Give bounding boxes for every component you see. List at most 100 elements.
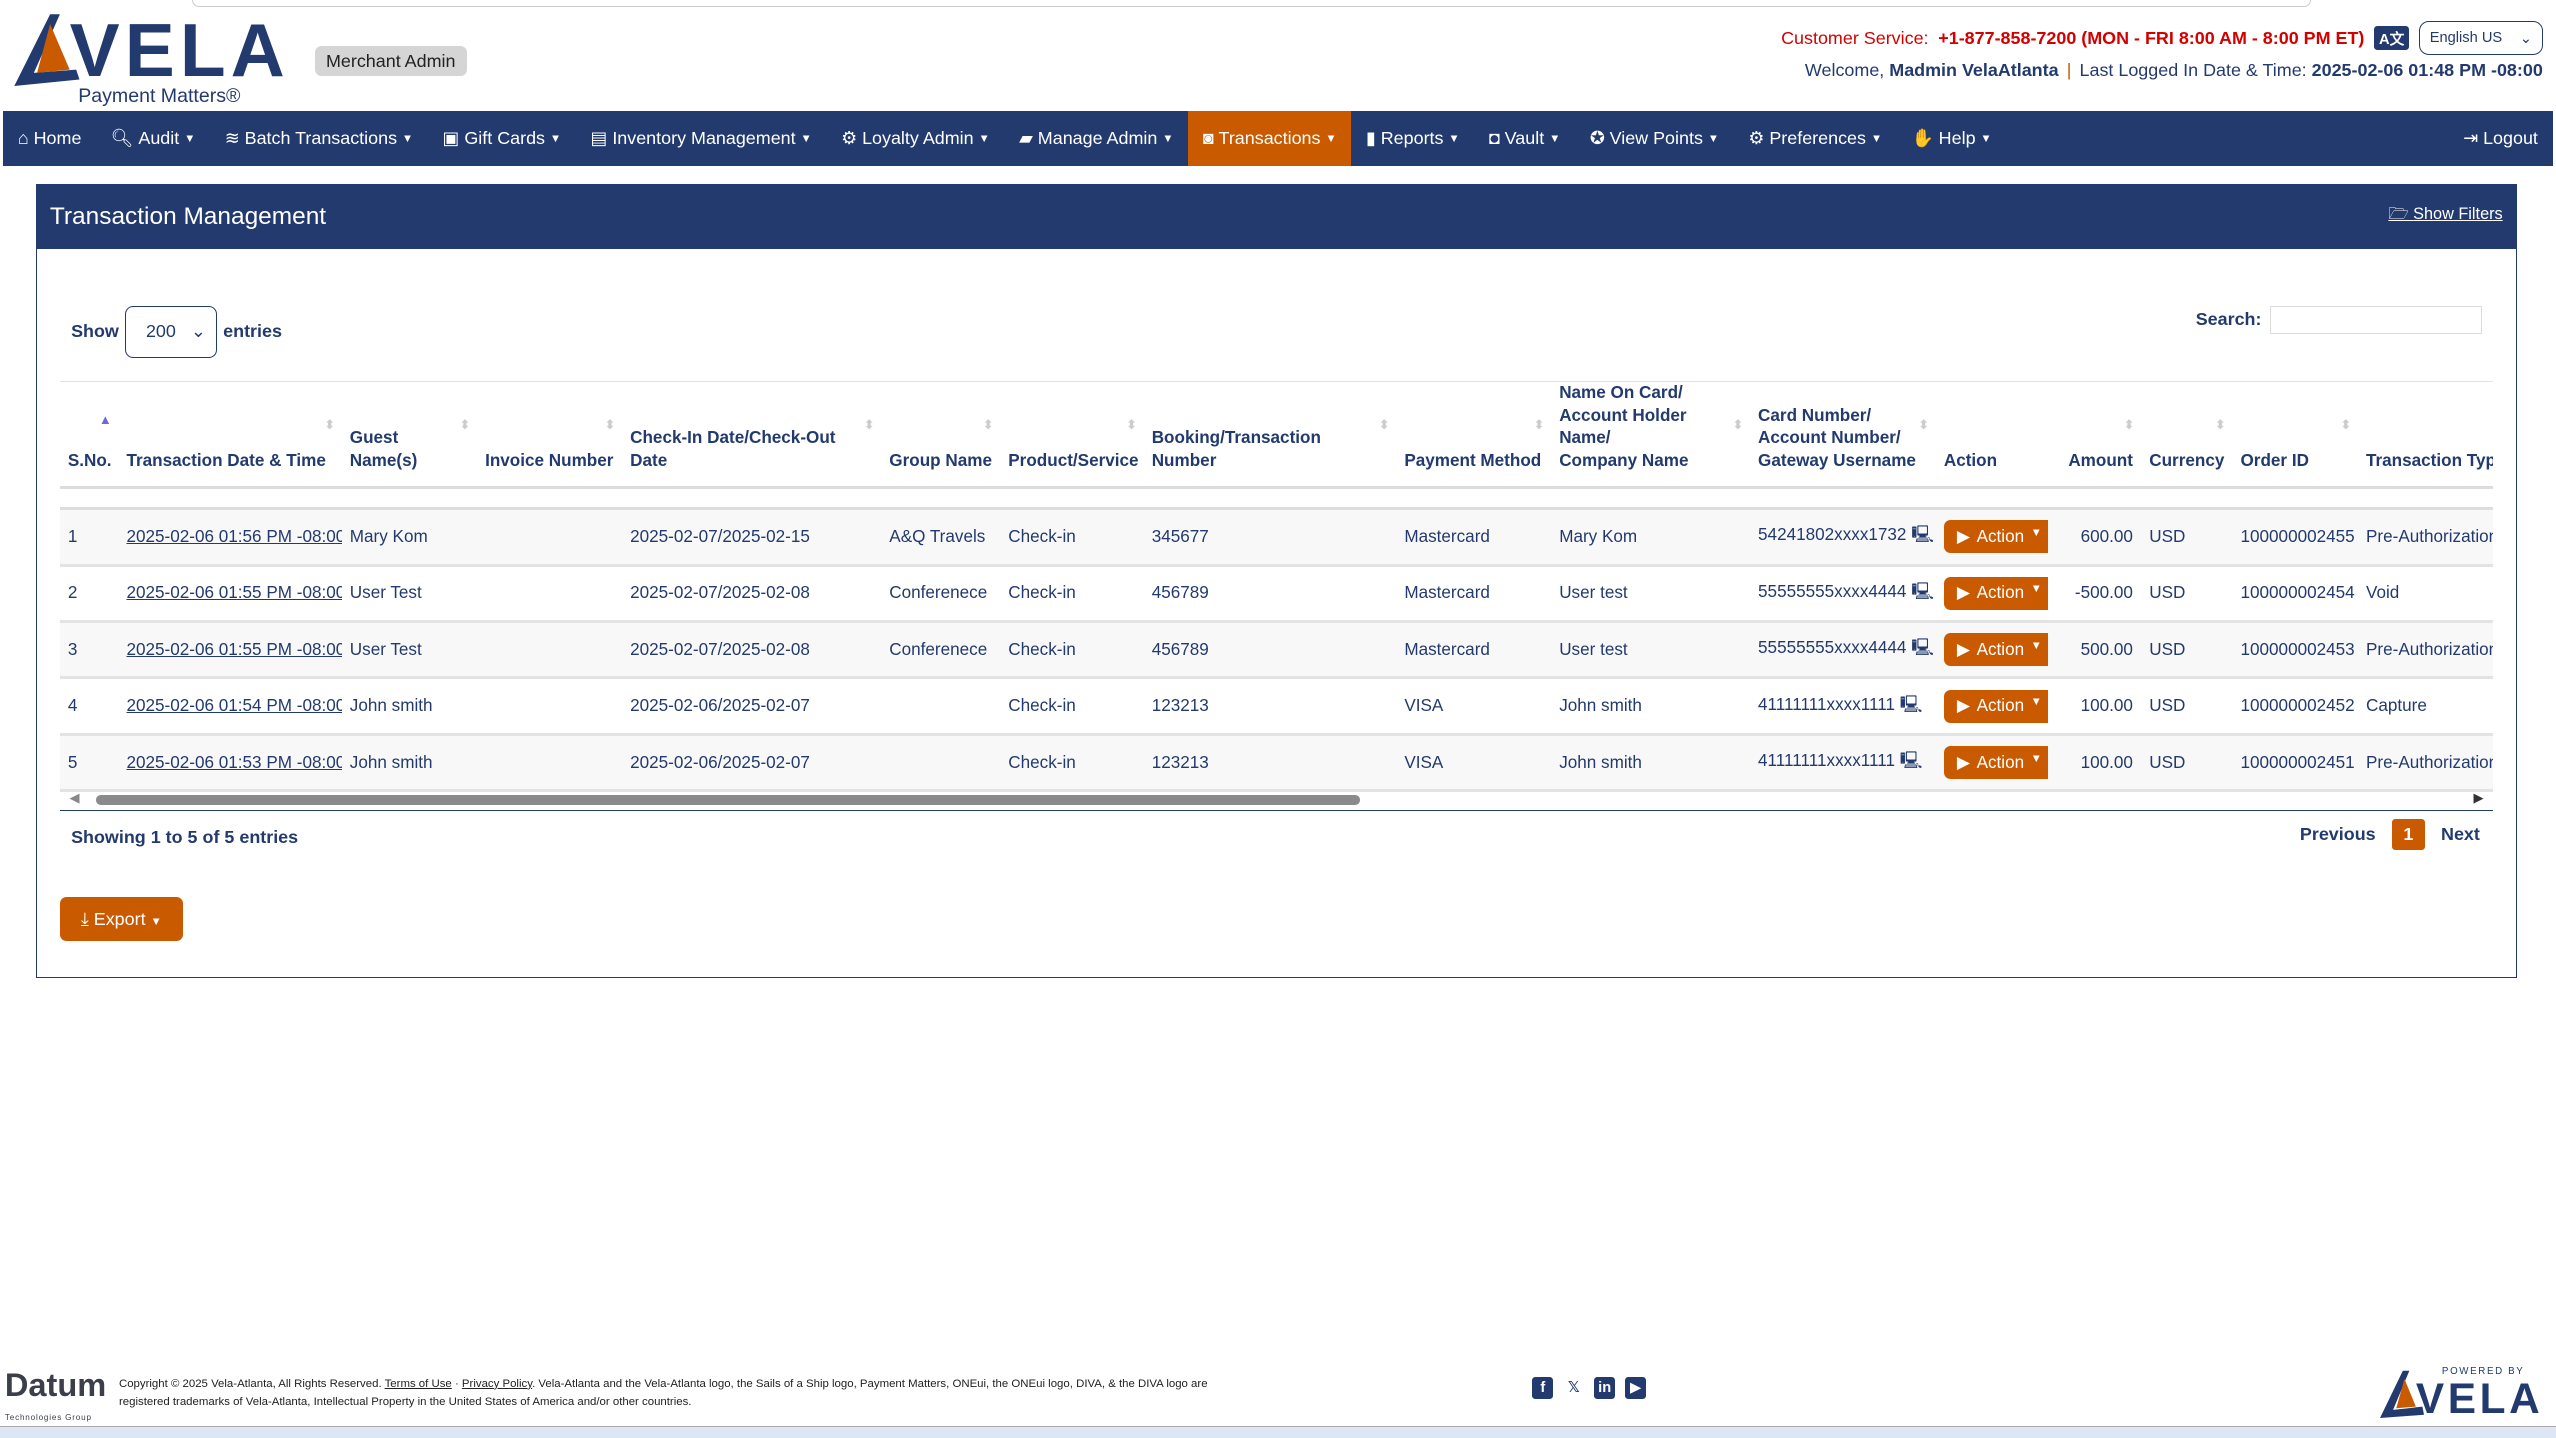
column-header[interactable]: Transaction Date & Time ⬍ [118, 380, 342, 490]
terms-link[interactable]: Terms of Use [384, 1377, 452, 1390]
vela-logo[interactable]: VELA Payment Matters® [11, 9, 296, 109]
column-header[interactable]: Amount ⬍ [2048, 380, 2142, 490]
column-header[interactable]: Invoice Number ⬍ [476, 380, 622, 490]
column-header[interactable]: Name On Card/Account Holder Name/Company… [1551, 380, 1750, 490]
nav-gift-cards[interactable]: ▣ Gift Cards ▼ [428, 111, 576, 166]
action-button[interactable]: ▶ Action ▼ [1943, 689, 2049, 723]
column-header[interactable]: Guest Name(s) ⬍ [341, 380, 477, 490]
nav-preferences[interactable]: ⚙ Preferences ▼ [1734, 111, 1897, 166]
action-button[interactable]: ▶ Action ▼ [1943, 745, 2049, 780]
nav-vault[interactable]: ◘ Vault ▼ [1474, 111, 1575, 166]
nav-inventory-management[interactable]: ▤ Inventory Management ▼ [576, 111, 827, 166]
action-button[interactable]: ▶ Action ▼ [1943, 520, 2049, 554]
column-header[interactable]: Currency ⬍ [2141, 380, 2233, 490]
column-header[interactable]: Card Number/Account Number/Gateway Usern… [1749, 380, 1936, 490]
cell[interactable]: 2025-02-06 01:54 PM -08:00 [118, 677, 342, 736]
horizontal-scrollbar[interactable]: ◀ ▶ [59, 788, 2494, 812]
sort-icon: ⬍ [1533, 417, 1545, 433]
language-select[interactable]: English US ⌄ [2418, 21, 2543, 56]
terminal-icon[interactable]: 🖳 [1911, 638, 1935, 658]
nav-batch-transactions[interactable]: ≋ Batch Transactions ▼ [210, 111, 428, 166]
nav-home[interactable]: ⌂ Home [3, 111, 96, 166]
column-header[interactable]: Transaction Typ⬍ [2357, 380, 2494, 490]
transaction-date-link[interactable]: 2025-02-06 01:55 PM -08:00 [126, 639, 342, 659]
cell[interactable]: 2025-02-06 01:55 PM -08:00 [118, 621, 342, 680]
translate-icon[interactable]: A文 [2374, 26, 2410, 51]
nav-audit[interactable]: 🔍︎ Audit ▼ [96, 111, 210, 166]
nav-manage-admin[interactable]: ▰ Manage Admin ▼ [1004, 111, 1188, 166]
cell: 100000002451 [2232, 734, 2358, 793]
cell: 123213 [1143, 677, 1397, 736]
column-label: Check-In Date/Check-Out Date [630, 428, 836, 471]
datum-logo[interactable]: Datum Technologies Group [4, 1366, 107, 1422]
cell: 123213 [1143, 734, 1397, 793]
transactions-table: S.No. ▲ Transaction Date & Time ⬍ Guest Name… [59, 380, 2494, 793]
cell[interactable]: 2025-02-06 01:55 PM -08:00 [118, 565, 342, 624]
caret-down-icon: ▼ [2030, 639, 2042, 652]
sort-icon: ▲ [98, 412, 112, 428]
previous-button[interactable]: Previous [2299, 824, 2376, 845]
cell[interactable]: ▶ Action ▼ [1935, 677, 2049, 736]
card-number: 41111111xxxx1111 [1758, 751, 1896, 770]
x-icon[interactable]: 𝕏 [1567, 1380, 1580, 1397]
cell [476, 621, 622, 680]
cell: John smith [1551, 734, 1750, 793]
transaction-date-link[interactable]: 2025-02-06 01:55 PM -08:00 [126, 583, 342, 603]
privacy-link[interactable]: Privacy Policy [461, 1377, 533, 1390]
nav-reports[interactable]: ▮ Reports ▼ [1351, 111, 1474, 166]
cell: User Test [341, 621, 477, 680]
transaction-date-link[interactable]: 2025-02-06 01:53 PM -08:00 [126, 752, 342, 772]
column-label: Order ID [2240, 451, 2309, 471]
entries-select[interactable]: 200 ⌄ [125, 305, 217, 358]
terminal-icon[interactable]: 🖳 [1911, 525, 1935, 545]
nav-help[interactable]: ✋ Help ▼ [1897, 111, 2007, 166]
nav-loyalty-admin[interactable]: ⚙ Loyalty Admin ▼ [826, 111, 1004, 166]
show-filters-link[interactable]: 🗁 Show Filters [2388, 205, 2503, 224]
cell[interactable]: ▶ Action ▼ [1935, 621, 2049, 680]
transaction-date-link[interactable]: 2025-02-06 01:56 PM -08:00 [126, 526, 342, 546]
page-1-button[interactable]: 1 [2391, 819, 2425, 850]
youtube-icon[interactable]: ▶ [1625, 1377, 1647, 1399]
column-header[interactable]: Order ID ⬍ [2232, 380, 2358, 490]
column-header[interactable]: Group Name ⬍ [881, 380, 1001, 490]
cell[interactable]: ▶ Action ▼ [1935, 508, 2049, 567]
column-header[interactable]: Booking/Transaction Number ⬍ [1143, 380, 1397, 490]
cell: 55555555xxxx4444 🖳 [1749, 621, 1936, 680]
nav-view-points[interactable]: ✪ View Points ▼ [1575, 111, 1734, 166]
action-button[interactable]: ▶ Action ▼ [1943, 576, 2049, 610]
cell[interactable]: 2025-02-06 01:56 PM -08:00 [118, 508, 342, 567]
action-button[interactable]: ▶ Action ▼ [1943, 633, 2049, 667]
next-button[interactable]: Next [2441, 824, 2480, 845]
column-label: Currency [2149, 451, 2225, 471]
cell[interactable]: ▶ Action ▼ [1935, 565, 2049, 624]
column-header[interactable]: Product/Service ⬍ [1000, 380, 1144, 490]
facebook-icon[interactable]: f [1532, 1377, 1554, 1399]
export-button[interactable]: ⤓ Export ▼ [59, 897, 184, 942]
play-icon: ▶ [1956, 752, 1971, 772]
search-input[interactable] [2269, 305, 2482, 334]
header-info: Customer Service: +1-877-858-7200 (MON - … [1781, 21, 2543, 81]
scrollbar-thumb[interactable] [95, 794, 1361, 805]
cell[interactable]: ▶ Action ▼ [1935, 734, 2049, 793]
cell [476, 734, 622, 793]
last-login-label: Last Logged In Date & Time: [2079, 60, 2307, 81]
cell: A&Q Travels [881, 508, 1001, 567]
cell: Mary Kom [341, 508, 477, 567]
column-header[interactable]: Check-In Date/Check-Out Date ⬍ [621, 380, 882, 490]
cell: Pre-Authorization [2357, 508, 2494, 567]
terminal-icon[interactable]: 🖳 [1899, 751, 1923, 770]
terminal-icon[interactable]: 🖳 [1911, 581, 1935, 601]
logout-button[interactable]: ⇥ Logout [2449, 111, 2553, 166]
column-header[interactable]: Payment Method ⬍ [1396, 380, 1552, 490]
cell [476, 508, 622, 567]
show-label: Show [71, 321, 119, 342]
cell[interactable]: 2025-02-06 01:53 PM -08:00 [118, 734, 342, 793]
transaction-date-link[interactable]: 2025-02-06 01:54 PM -08:00 [126, 696, 342, 716]
terminal-icon[interactable]: 🖳 [1899, 694, 1923, 714]
column-header[interactable]: S.No. ▲ [59, 380, 119, 490]
nav-label: View Points [1609, 128, 1703, 149]
linkedin-icon[interactable]: in [1594, 1377, 1616, 1399]
nav-transactions[interactable]: ◙ Transactions ▼ [1188, 110, 1352, 167]
column-header[interactable]: Action [1935, 380, 2049, 490]
